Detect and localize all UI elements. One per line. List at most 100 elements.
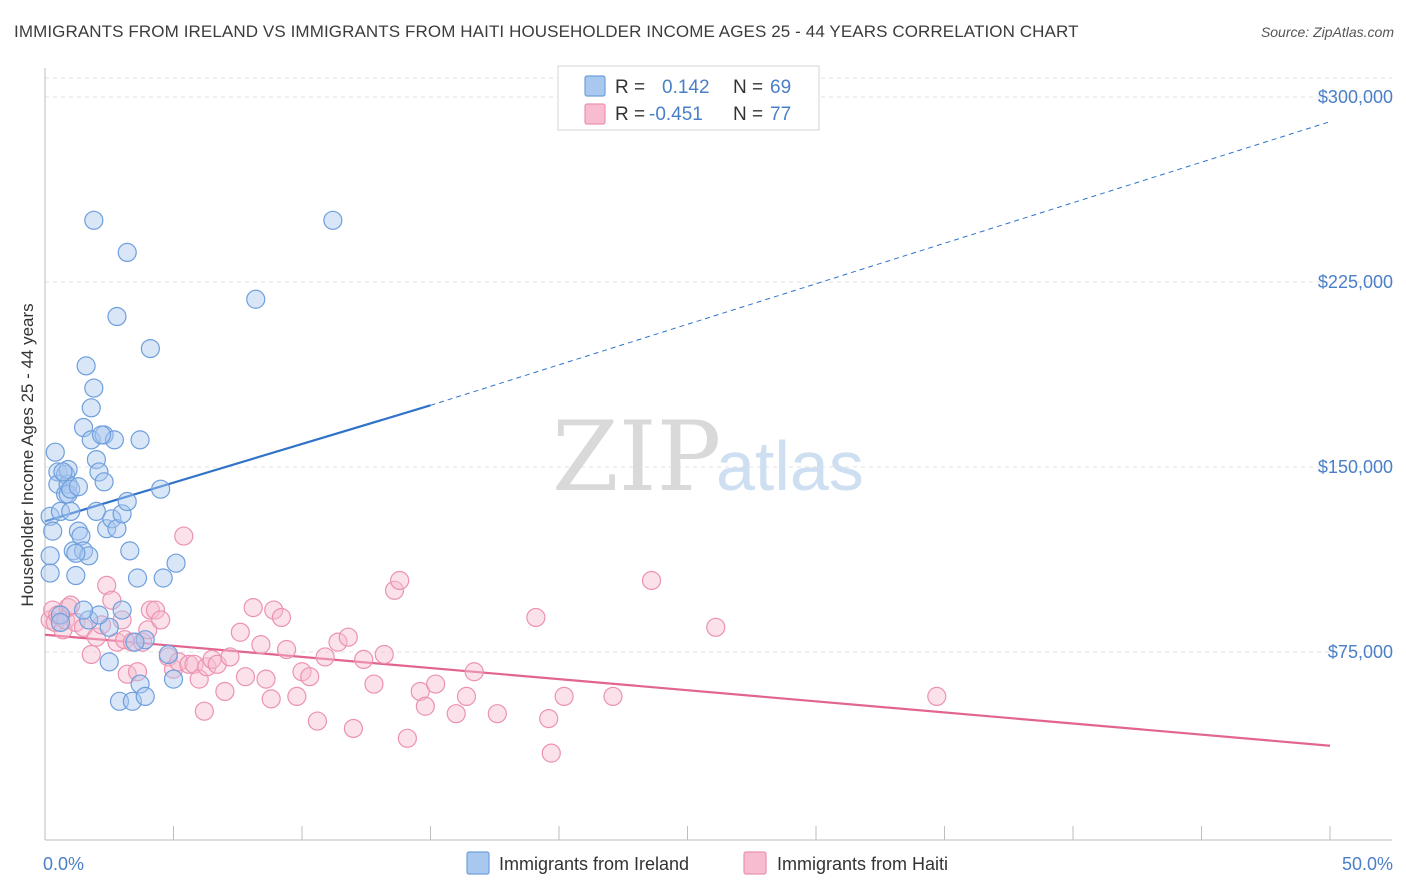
data-point-haiti xyxy=(230,622,250,642)
data-point-ireland xyxy=(50,612,71,633)
data-point-ireland xyxy=(153,568,173,588)
data-point-haiti xyxy=(145,600,166,620)
data-point-ireland xyxy=(107,519,127,539)
data-point-ireland xyxy=(68,477,89,497)
data-point-haiti xyxy=(86,627,107,647)
data-point-ireland xyxy=(79,610,99,630)
data-point-haiti xyxy=(287,686,307,707)
data-point-ireland xyxy=(53,462,73,482)
data-point-ireland xyxy=(61,501,81,521)
data-point-haiti xyxy=(364,674,384,694)
series-legend: Immigrants from Ireland Immigrants from … xyxy=(466,851,948,875)
data-point-ireland xyxy=(61,479,81,499)
data-point-ireland xyxy=(151,479,171,499)
data-point-haiti xyxy=(415,696,435,716)
watermark: ZIP atlas xyxy=(552,401,864,513)
data-point-haiti xyxy=(374,644,394,665)
data-point-ireland xyxy=(66,543,86,563)
data-point-ireland xyxy=(130,430,150,450)
data-point-ireland xyxy=(45,442,65,462)
data-point-haiti xyxy=(539,708,559,729)
data-point-ireland xyxy=(117,242,137,262)
data-point-ireland xyxy=(246,289,266,309)
data-point-haiti xyxy=(446,704,466,724)
data-point-haiti xyxy=(641,570,662,591)
data-point-haiti xyxy=(251,634,271,655)
data-point-ireland xyxy=(112,504,132,524)
data-point-haiti xyxy=(338,627,358,647)
legend-r-label-ireland: R = xyxy=(615,77,645,98)
chart-title: IMMIGRANTS FROM IRELAND VS IMMIGRANTS FR… xyxy=(14,22,1079,41)
data-point-haiti xyxy=(927,686,947,707)
legend-r-label-haiti: R = xyxy=(615,104,645,125)
data-point-ireland xyxy=(130,674,150,694)
watermark-atlas: atlas xyxy=(716,427,864,505)
data-point-haiti xyxy=(456,686,477,707)
legend-r-value-ireland: 0.142 xyxy=(662,77,710,98)
data-point-ireland xyxy=(40,546,60,566)
data-point-ireland xyxy=(40,563,60,583)
series-haiti xyxy=(40,526,947,763)
data-point-haiti xyxy=(276,639,297,660)
data-point-haiti xyxy=(410,681,430,702)
series-legend-swatch-haiti xyxy=(743,851,767,875)
data-point-haiti xyxy=(235,667,256,687)
data-point-haiti xyxy=(140,600,160,620)
data-point-ireland xyxy=(73,600,94,620)
data-point-ireland xyxy=(135,686,155,707)
data-point-ireland xyxy=(107,306,127,327)
series-legend-label-ireland: Immigrants from Ireland xyxy=(499,854,689,874)
trend-line-ireland xyxy=(44,404,431,523)
data-point-ireland xyxy=(323,210,343,230)
data-point-ireland xyxy=(125,632,145,652)
data-point-haiti xyxy=(194,701,214,721)
data-point-haiti xyxy=(102,590,122,610)
data-point-ireland xyxy=(58,459,78,480)
legend-n-value-ireland: 69 xyxy=(770,77,791,98)
data-point-haiti xyxy=(81,644,101,665)
data-point-ireland xyxy=(81,398,101,418)
legend-n-value-haiti: 77 xyxy=(770,104,791,125)
data-point-ireland xyxy=(84,210,104,230)
data-point-haiti xyxy=(127,662,148,682)
data-point-ireland xyxy=(68,521,89,541)
data-point-haiti xyxy=(97,575,117,596)
data-point-haiti xyxy=(343,718,363,739)
data-point-ireland xyxy=(50,605,71,625)
correlation-legend: R = 0.142 N = 69 R = -0.451 N = 77 xyxy=(557,65,820,131)
x-tick-label: 0.0% xyxy=(43,854,84,874)
x-tick-labels: 0.0% 50.0% xyxy=(43,854,1393,874)
y-axis-label: Householder Income Ages 25 - 44 years xyxy=(18,303,37,606)
data-point-haiti xyxy=(243,597,263,618)
legend-swatch-ireland xyxy=(584,75,606,97)
data-point-haiti xyxy=(58,597,78,618)
series-ireland xyxy=(40,210,343,711)
watermark-zip: ZIP xyxy=(552,401,721,513)
data-point-ireland xyxy=(76,356,96,376)
data-point-haiti xyxy=(261,689,281,709)
data-point-ireland xyxy=(71,526,91,546)
data-point-ireland xyxy=(66,565,86,586)
data-point-ireland xyxy=(84,378,104,398)
data-point-ireland xyxy=(86,501,107,521)
axes xyxy=(44,68,1392,841)
data-point-haiti xyxy=(315,647,335,667)
y-tick-labels: $75,000 $150,000 $225,000 $300,000 xyxy=(1318,87,1393,662)
legend-r-value-haiti: -0.451 xyxy=(649,104,703,125)
data-point-ireland xyxy=(48,474,68,494)
data-point-ireland xyxy=(40,506,60,526)
data-point-haiti xyxy=(397,728,417,748)
data-point-ireland xyxy=(81,430,101,450)
data-point-haiti xyxy=(256,669,276,689)
data-point-haiti xyxy=(215,681,235,702)
data-point-haiti xyxy=(307,711,328,731)
data-point-haiti xyxy=(300,667,320,687)
data-point-ireland xyxy=(89,605,109,625)
data-point-haiti xyxy=(61,595,81,615)
data-point-haiti xyxy=(526,607,546,628)
data-point-haiti xyxy=(354,649,374,670)
data-point-ireland xyxy=(166,553,186,573)
data-point-haiti xyxy=(706,617,726,637)
data-point-haiti xyxy=(603,686,623,707)
data-point-ireland xyxy=(86,450,107,470)
